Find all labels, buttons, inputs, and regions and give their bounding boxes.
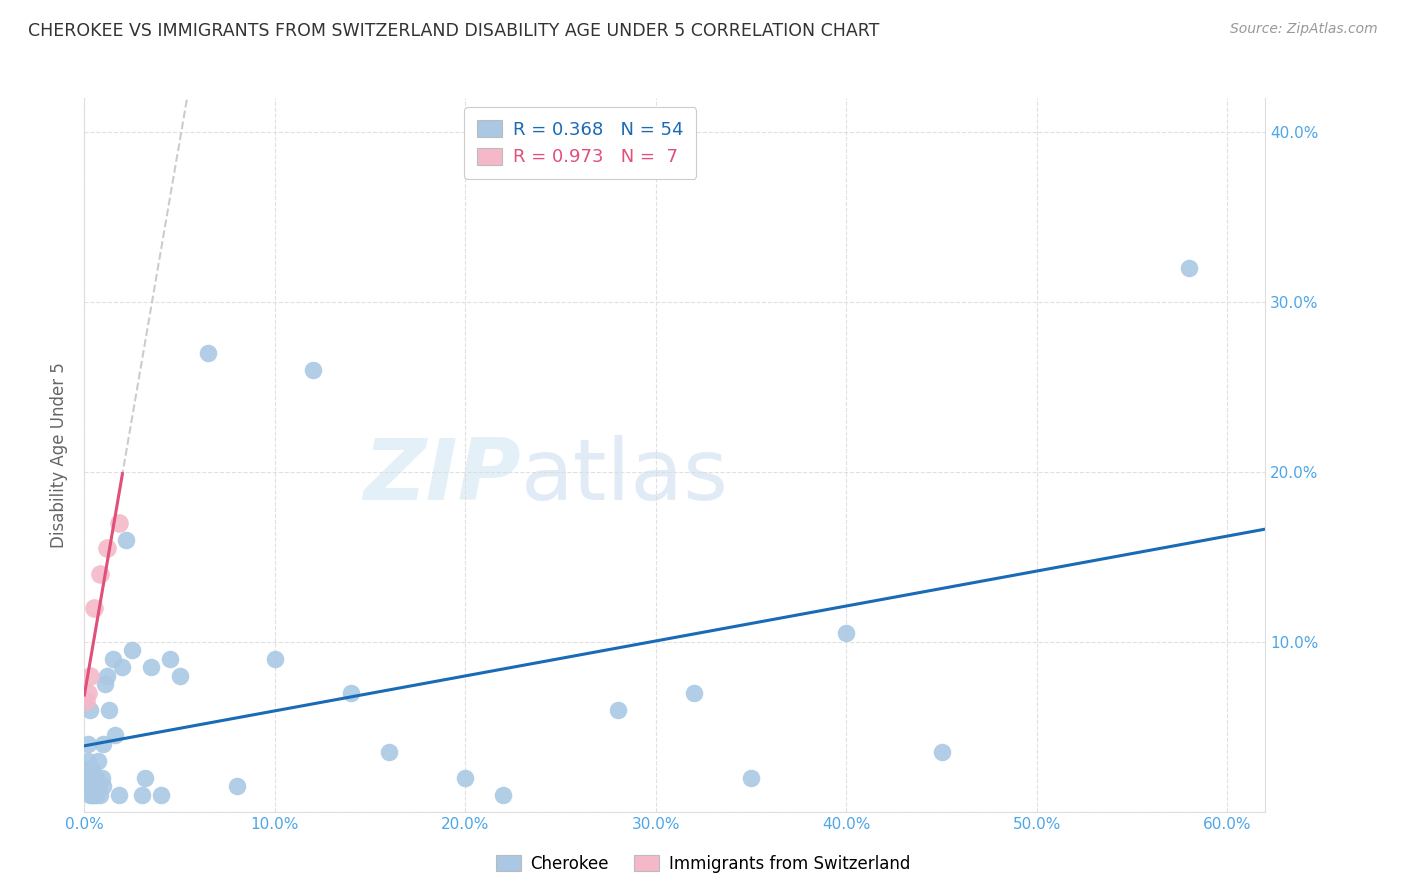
- Point: [98, 703, 121, 717]
- Point: [835, 626, 858, 640]
- Point: [340, 686, 363, 700]
- Text: ZIP: ZIP: [364, 434, 522, 518]
- Point: [75, 771, 97, 785]
- Point: [492, 788, 515, 802]
- Point: [263, 652, 285, 666]
- Point: [84, 788, 107, 802]
- Point: [89, 566, 111, 581]
- Point: [111, 660, 134, 674]
- Point: [79, 669, 101, 683]
- Point: [378, 745, 401, 759]
- Point: [606, 703, 628, 717]
- Legend: Cherokee, Immigrants from Switzerland: Cherokee, Immigrants from Switzerland: [489, 848, 917, 880]
- Text: Source: ZipAtlas.com: Source: ZipAtlas.com: [1230, 22, 1378, 37]
- Y-axis label: Disability Age Under 5: Disability Age Under 5: [51, 362, 69, 548]
- Point: [96, 669, 118, 683]
- Point: [104, 728, 127, 742]
- Point: [96, 541, 118, 556]
- Point: [90, 771, 112, 785]
- Point: [134, 771, 156, 785]
- Point: [115, 533, 138, 547]
- Point: [225, 779, 247, 793]
- Point: [79, 703, 101, 717]
- Point: [77, 779, 100, 793]
- Point: [86, 754, 108, 768]
- Point: [93, 779, 115, 793]
- Point: [302, 363, 325, 377]
- Point: [107, 516, 129, 530]
- Point: [1178, 260, 1201, 275]
- Point: [77, 754, 100, 768]
- Point: [77, 771, 100, 785]
- Point: [931, 745, 953, 759]
- Point: [740, 771, 762, 785]
- Text: atlas: atlas: [522, 434, 730, 518]
- Point: [683, 686, 706, 700]
- Point: [131, 788, 153, 802]
- Point: [149, 788, 172, 802]
- Point: [454, 771, 477, 785]
- Point: [77, 686, 100, 700]
- Legend: R = 0.368   N = 54, R = 0.973   N =  7: R = 0.368 N = 54, R = 0.973 N = 7: [464, 107, 696, 179]
- Point: [75, 694, 97, 708]
- Point: [101, 652, 124, 666]
- Point: [83, 771, 105, 785]
- Point: [79, 762, 101, 776]
- Point: [107, 788, 129, 802]
- Point: [80, 779, 103, 793]
- Point: [79, 779, 101, 793]
- Point: [79, 771, 101, 785]
- Point: [94, 677, 117, 691]
- Point: [80, 788, 103, 802]
- Point: [93, 737, 115, 751]
- Point: [86, 779, 108, 793]
- Point: [77, 737, 100, 751]
- Point: [139, 660, 162, 674]
- Text: CHEROKEE VS IMMIGRANTS FROM SWITZERLAND DISABILITY AGE UNDER 5 CORRELATION CHART: CHEROKEE VS IMMIGRANTS FROM SWITZERLAND …: [28, 22, 880, 40]
- Point: [169, 669, 191, 683]
- Point: [83, 600, 105, 615]
- Point: [83, 788, 105, 802]
- Point: [83, 779, 105, 793]
- Point: [80, 762, 103, 776]
- Point: [79, 788, 101, 802]
- Point: [75, 762, 97, 776]
- Point: [121, 643, 143, 657]
- Point: [197, 346, 219, 360]
- Point: [159, 652, 181, 666]
- Point: [89, 788, 111, 802]
- Point: [84, 771, 107, 785]
